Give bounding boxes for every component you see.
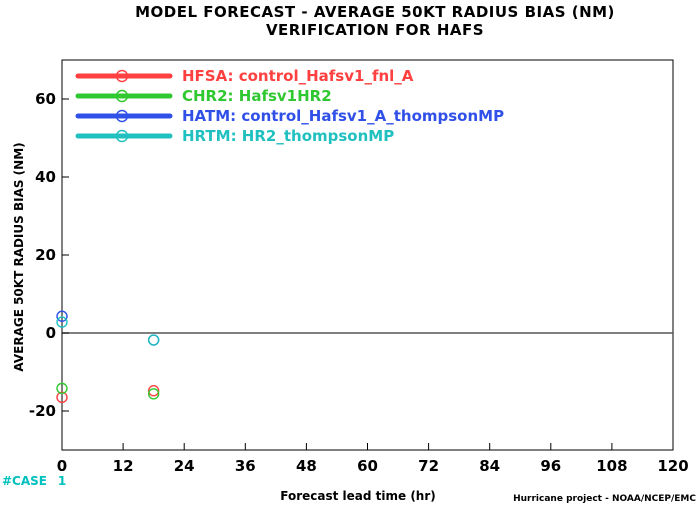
chart-subtitle: VERIFICATION FOR HAFS: [266, 21, 484, 39]
x-tick-label: 60: [357, 457, 378, 475]
legend-swatch-marker: [115, 129, 129, 143]
chart-title: MODEL FORECAST - AVERAGE 50KT RADIUS BIA…: [135, 3, 615, 21]
legend-swatch-marker: [115, 69, 129, 83]
x-tick-label: 12: [113, 457, 134, 475]
x-tick-label: 72: [418, 457, 439, 475]
y-tick-label: 60: [35, 90, 56, 108]
data-point: [56, 391, 68, 404]
case-count: 1: [58, 474, 66, 488]
x-tick-label: 0: [57, 457, 67, 475]
x-tick-label: 48: [296, 457, 317, 475]
x-tick-label: 108: [596, 457, 627, 475]
data-point: [56, 316, 68, 328]
legend: HFSA: control_Hafsv1_fnl_A CHR2: Hafsv1HR…: [75, 67, 504, 145]
data-point: [147, 388, 160, 400]
data-point: [147, 385, 160, 397]
x-tick-label: 96: [540, 457, 561, 475]
legend-entry: HRTM: HR2_thompsonMP: [182, 127, 394, 145]
x-axis: 0 12 24 36 48 60 72 84 96 108 120: [57, 443, 689, 475]
legend-swatch-marker: [115, 89, 129, 103]
y-axis: -20 0 20 40 60: [29, 90, 69, 420]
case-values: 1: [58, 474, 66, 488]
legend-swatch-marker: [115, 109, 129, 123]
y-tick-label: 40: [35, 168, 56, 186]
y-axis-label: AVERAGE 50KT RADIUS BIAS (NM): [12, 142, 26, 371]
x-tick-label: 84: [479, 457, 500, 475]
legend-entry: HFSA: control_Hafsv1_fnl_A: [182, 67, 414, 85]
legend-entry: HATM: control_Hafsv1_A_thompsonMP: [182, 107, 504, 125]
legend-entry: CHR2: Hafsv1HR2: [182, 87, 332, 105]
x-axis-label: Forecast lead time (hr): [280, 489, 436, 503]
footer-credit: Hurricane project - NOAA/NCEP/EMC: [513, 494, 696, 504]
y-tick-label: 0: [46, 324, 56, 342]
case-label: #CASE: [2, 474, 47, 488]
data-point: [56, 310, 68, 322]
y-tick-label: 20: [35, 246, 56, 264]
data-points: [56, 310, 160, 404]
x-tick-label: 36: [235, 457, 256, 475]
x-tick-label: 24: [174, 457, 195, 475]
y-tick-label: -20: [29, 402, 56, 420]
data-point: [56, 382, 68, 395]
data-point: [147, 334, 160, 346]
x-tick-label: 120: [657, 457, 688, 475]
